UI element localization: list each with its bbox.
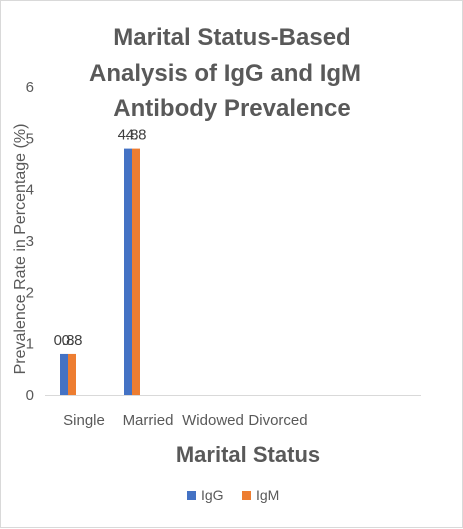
legend-swatch-igm [242, 491, 251, 500]
x-axis-ticks: Single Married Widowed Divorced [63, 412, 307, 429]
y-axis-label: Prevalence Rate in Percentage (%) [12, 124, 29, 375]
y-tick-label: 2 [26, 284, 34, 301]
legend: IgG IgM [187, 487, 279, 503]
y-tick-label: 1 [26, 336, 34, 353]
y-axis-ticks: 0 1 2 3 4 5 6 [26, 79, 34, 404]
bar-igm [132, 148, 140, 395]
data-label: 4.8 [118, 127, 139, 144]
x-tick-label: Divorced [248, 412, 307, 429]
chart-title-line-1: Marital Status-Based [113, 24, 350, 51]
x-axis-label: Marital Status [176, 442, 320, 467]
data-label: 4.8 [126, 127, 147, 144]
data-labels-group: 0.8 4.8 0.8 4.8 [54, 127, 147, 349]
y-tick-label: 6 [26, 79, 34, 96]
legend-swatch-igg [187, 491, 196, 500]
data-label: 0.8 [62, 332, 83, 349]
legend-label-igg: IgG [201, 487, 224, 503]
chart-title-line-3: Antibody Prevalence [113, 95, 350, 122]
x-tick-label: Single [63, 412, 105, 429]
x-tick-label: Widowed [182, 412, 244, 429]
bar-igg [124, 148, 132, 395]
y-tick-label: 4 [26, 182, 34, 199]
chart-title: Marital Status-Based Analysis of IgG and… [89, 24, 361, 122]
data-label: 0.8 [54, 332, 75, 349]
x-tick-label: Married [123, 412, 174, 429]
bars-group [60, 148, 140, 395]
chart-title-line-2: Analysis of IgG and IgM [89, 60, 361, 87]
y-tick-label: 3 [26, 233, 34, 250]
bar-igm [68, 353, 76, 395]
bar-igg [60, 353, 68, 395]
y-tick-label: 5 [26, 130, 34, 147]
y-tick-label: 0 [26, 387, 34, 404]
legend-label-igm: IgM [256, 487, 279, 503]
